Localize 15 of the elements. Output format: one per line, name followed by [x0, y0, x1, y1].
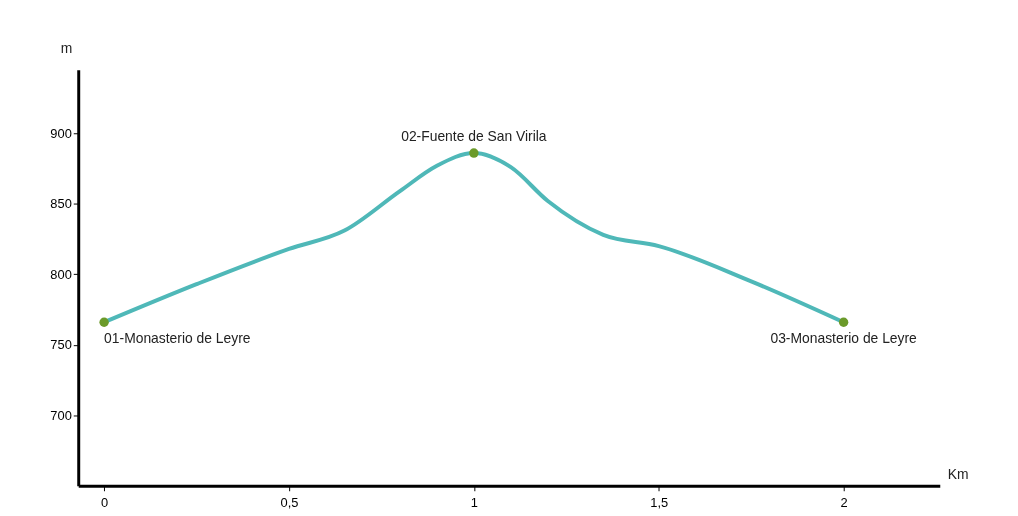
- x-axis-title: Km: [947, 465, 969, 482]
- x-tick-label: 1: [470, 495, 478, 511]
- y-tick-label: 700: [50, 407, 72, 423]
- x-tick-label: 1,5: [650, 495, 669, 511]
- x-tick-label: 0: [101, 495, 109, 511]
- y-tick-label: 750: [50, 337, 72, 353]
- annotation: 03-Monasterio de Leyre: [770, 330, 918, 347]
- y-tick-label: 850: [50, 196, 72, 212]
- y-tick-label: 900: [50, 125, 72, 141]
- y-axis-title: m: [60, 40, 73, 57]
- x-tick-label: 0,5: [280, 495, 299, 511]
- annotation: 02-Fuente de San Virila: [401, 128, 547, 145]
- annotation: 01-Monasterio de Leyre: [104, 330, 251, 347]
- x-tick-label: 2: [840, 495, 848, 511]
- y-tick-label: 800: [50, 266, 72, 282]
